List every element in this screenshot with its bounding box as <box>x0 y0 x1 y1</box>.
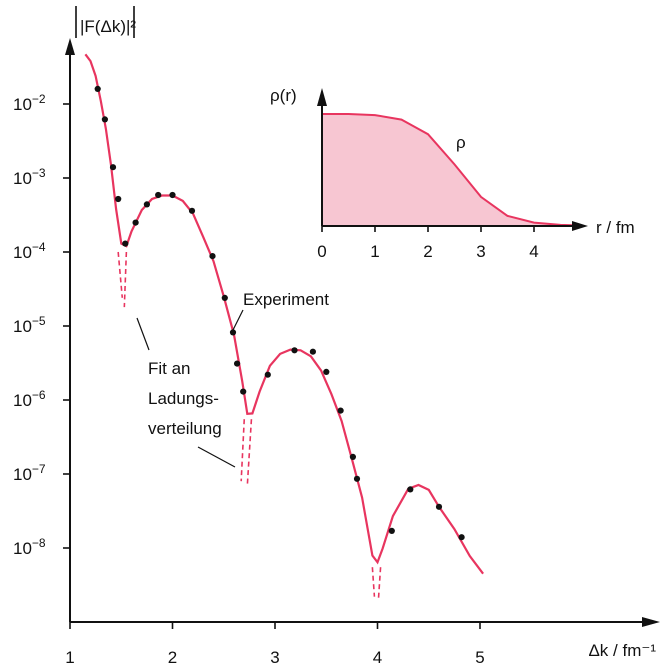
inset-y-axis-arrowhead <box>317 88 327 106</box>
experiment-data-point <box>388 527 395 535</box>
experiment-data-point <box>143 201 150 208</box>
y-axis-arrowhead <box>65 38 75 55</box>
experiment-data-point <box>155 191 162 199</box>
experiment-data-point <box>132 219 139 226</box>
density-curve <box>322 113 577 227</box>
inset-x-tick-label: 3 <box>476 242 485 261</box>
experiment-data-point <box>115 195 122 203</box>
fit-leader-line-upper <box>136 317 150 351</box>
y-tick-label: 10−7 <box>13 462 46 484</box>
experiment-data-point <box>264 371 271 378</box>
y-tick-group: 10−2 10−3 10−4 10−5 10−6 10−7 10−8 <box>13 92 70 558</box>
experiment-data-point <box>240 388 247 395</box>
y-tick-label: 10−4 <box>13 240 46 262</box>
x-tick-group: 1 2 3 4 5 <box>65 622 485 667</box>
y-tick-label: 10−6 <box>13 388 46 410</box>
experiment-data-point <box>435 503 443 510</box>
y-axis-title: |F(Δk)|² <box>75 6 136 38</box>
experiment-data-point <box>122 240 129 247</box>
x-axis-arrowhead <box>642 617 660 627</box>
y-axis-title-label: |F(Δk)|² <box>80 17 136 36</box>
fit-minimum-dashed-line <box>123 251 128 308</box>
y-tick-label: 10−5 <box>13 314 46 336</box>
y-tick-label: 10−8 <box>13 536 46 558</box>
experiment-data-point <box>291 347 298 354</box>
fit-leader-line-lower <box>197 446 236 468</box>
experiment-data-point <box>349 453 356 460</box>
experiment-data-point <box>234 360 241 367</box>
main-axes <box>65 38 660 627</box>
inset-x-tick-label: 4 <box>529 242 538 261</box>
experiment-data-point <box>337 407 344 414</box>
inset-x-tick-label: 1 <box>370 242 379 261</box>
x-axis-title: Δk / fm⁻¹ <box>588 641 656 660</box>
inset-x-tick-label: 2 <box>423 242 432 261</box>
x-tick-label: 2 <box>168 648 177 667</box>
fit-minimum-dashed-line <box>117 251 124 298</box>
fit-minimum-dashed-line <box>377 567 382 599</box>
fit-annotation-line-2: Ladungs- <box>148 389 219 408</box>
inset-x-tick-label: 0 <box>317 242 326 261</box>
inset-x-axis-arrowhead <box>572 221 588 231</box>
fit-minimum-dashed-line <box>371 567 376 597</box>
density-curve-label: ρ <box>456 133 466 152</box>
fit-minimum-dashed-line <box>240 419 246 482</box>
x-tick-label: 4 <box>373 648 382 667</box>
fit-annotation-line-3: verteilung <box>148 419 222 438</box>
experiment-data-point <box>94 85 101 92</box>
experiment-data-point <box>407 486 414 493</box>
fit-minimum-dashed-line <box>246 419 253 486</box>
experiment-data-point <box>209 253 216 260</box>
experiment-data-point <box>458 534 465 541</box>
x-tick-label: 1 <box>65 648 74 667</box>
inset-y-axis-title: ρ(r) <box>270 86 297 105</box>
experiment-data-point <box>101 116 108 123</box>
x-tick-label: 5 <box>475 648 484 667</box>
fit-annotation-line-1: Fit an <box>148 359 191 378</box>
experiment-data-point <box>221 294 228 301</box>
inset-x-axis-title: r / fm <box>596 218 635 237</box>
x-tick-label: 3 <box>270 648 279 667</box>
inset-x-tick-group: 0 1 2 3 4 <box>317 226 539 261</box>
experiment-points-layer <box>94 85 465 541</box>
fit-minima-dashed-layer <box>117 251 382 599</box>
experiment-leader-line <box>232 309 244 331</box>
experiment-data-point <box>188 207 196 214</box>
inset-density-plot: ρ(r) r / fm ρ 0 1 2 3 4 <box>270 86 635 261</box>
experiment-data-point <box>353 475 361 482</box>
y-tick-label: 10−3 <box>13 166 46 188</box>
experiment-data-point <box>309 348 316 355</box>
y-tick-label: 10−2 <box>13 92 46 114</box>
experiment-annotation: Experiment <box>243 290 329 309</box>
experiment-data-point <box>323 368 330 375</box>
experiment-data-point <box>169 191 176 199</box>
experiment-data-point <box>109 164 117 171</box>
density-area-fill <box>322 114 577 226</box>
experiment-data-point <box>229 329 237 336</box>
annotations: Experiment Fit an Ladungs- verteilung <box>136 290 329 468</box>
